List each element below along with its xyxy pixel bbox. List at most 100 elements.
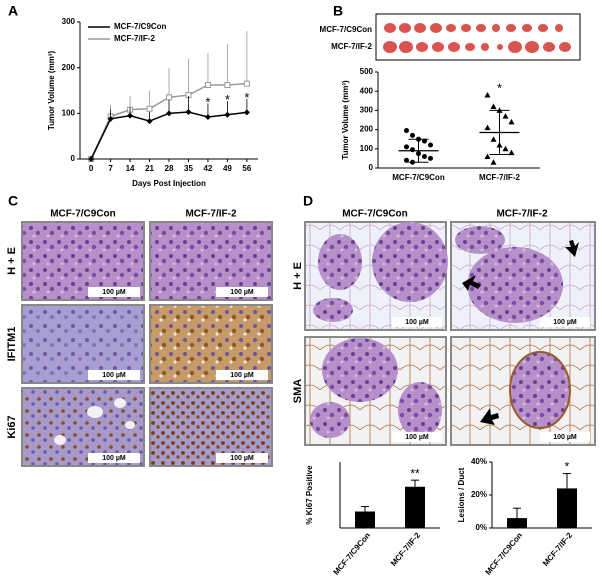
marker (146, 118, 153, 125)
arrows (462, 240, 579, 425)
x-tick-label: 21 (145, 164, 154, 173)
panel-letter: A (8, 3, 18, 19)
y-tick-label: 0 (369, 163, 374, 172)
marker (243, 109, 250, 116)
x-tick-label: MCF-7/C9Con (484, 531, 525, 577)
y-tick-label: 100 (62, 108, 76, 117)
x-tick-label: 42 (203, 164, 212, 173)
y-tick-label: 40% (471, 457, 487, 466)
dot (404, 144, 409, 150)
y-tick-label: 200 (360, 125, 374, 134)
dot (428, 155, 433, 161)
y-axis-title: % Ki67 Positive (305, 465, 314, 525)
dot (490, 103, 497, 110)
annotation: * (497, 80, 502, 95)
annotation: ** (410, 466, 420, 480)
dot (410, 132, 415, 138)
x-tick-label: 35 (184, 164, 193, 173)
x-tick-label: 49 (223, 164, 232, 173)
dot (490, 159, 497, 165)
row-label: SMA (292, 379, 304, 404)
marker (224, 82, 231, 89)
tumors (383, 23, 571, 53)
y-tick-label: 300 (62, 17, 76, 26)
legend-label: MCF-7/C9Con (114, 22, 167, 31)
column-header: MCF-7/IF-2 (496, 209, 548, 220)
marker (166, 94, 172, 101)
dot (490, 136, 497, 142)
y-axis-title: Tumor Volume (mm³) (341, 80, 350, 160)
y-tick-label: 500 (360, 67, 374, 76)
marker (107, 115, 114, 122)
dot (404, 157, 409, 163)
scale-label: 100 µM (102, 372, 126, 379)
y-tick-label: 100 (360, 144, 374, 153)
micrographs (21, 221, 273, 467)
y-tick-label: 400 (360, 86, 374, 95)
annotation: * (565, 460, 570, 474)
annotation: * (244, 90, 249, 105)
column-header: MCF-7/C9Con (342, 209, 408, 220)
marker (88, 156, 95, 162)
marker (243, 80, 250, 87)
column-header: MCF-7/C9Con (50, 209, 116, 220)
bar (405, 486, 425, 528)
x-tick-label: 0 (89, 164, 94, 173)
dot (484, 124, 491, 131)
dot (410, 147, 415, 153)
bar (557, 488, 577, 528)
lesions (310, 222, 571, 438)
x-tick-label: MCF-7/C9Con (392, 173, 445, 182)
scale-label: 100 µM (102, 455, 126, 462)
panel-letter: D (303, 193, 313, 209)
ducts (54, 398, 135, 445)
annotation: * (225, 92, 230, 107)
marker (204, 82, 211, 89)
row-label: H + E (292, 262, 304, 290)
y-tick-label: 0 (71, 154, 76, 163)
row-label: Ki67 (6, 415, 18, 438)
scale-label: 100 µM (405, 434, 429, 441)
bar (355, 511, 375, 528)
y-tick-label: 200 (62, 63, 76, 72)
scale-bars-d: 100 µM 100 µM 100 µM 100 µM (392, 317, 590, 442)
x-axis-title: Days Post Injection (132, 179, 206, 188)
scale-label: 100 µM (102, 289, 126, 296)
y-axis-title: Lesions / Duct (457, 467, 466, 522)
y-tick-label: 300 (360, 106, 374, 115)
marker (127, 112, 134, 119)
dot (502, 145, 509, 152)
x-tick-label: 7 (108, 164, 113, 173)
marker (146, 105, 153, 112)
x-tick-label: 14 (126, 164, 135, 173)
panel-letter: C (8, 193, 18, 209)
scale-label: 100 µM (553, 319, 577, 326)
dot (484, 153, 491, 159)
marker (166, 110, 172, 117)
scale-label: 100 µM (230, 372, 254, 379)
scale-label: 100 µM (553, 434, 577, 441)
tumor-photo (375, 13, 581, 61)
dot (508, 118, 515, 125)
y-tick-label: 20% (471, 490, 487, 499)
photo-label: MCF-7/IF-2 (331, 42, 372, 51)
scale-bars-c: 100 µM 100 µM 100 µM 100 µM 100 µM 100 µ… (88, 287, 268, 463)
y-axis-title: Tumor Volume (mm³) (47, 51, 56, 131)
dot (422, 138, 427, 144)
row-label: H + E (6, 247, 18, 275)
dot (422, 153, 427, 159)
marker (185, 108, 192, 115)
scale-label: 100 µM (230, 289, 254, 296)
panel-letter: B (333, 3, 343, 19)
row-label: IFITM1 (6, 327, 18, 362)
y-tick-label: 0% (475, 523, 487, 532)
dot (484, 92, 491, 98)
dot (404, 128, 409, 134)
marker (224, 111, 231, 118)
x-tick-label: MCF-7/IF-2 (389, 530, 423, 568)
x-tick-label: 56 (242, 164, 251, 173)
x-tick-label: MCF-7/IF-2 (479, 173, 520, 182)
x-tick-label: MCF-7/IF-2 (541, 530, 575, 568)
annotation: * (205, 94, 210, 109)
x-tick-label: 28 (165, 164, 174, 173)
